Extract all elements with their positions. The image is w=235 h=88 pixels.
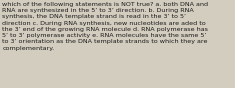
Text: which of the following statements is NOT true? a. both DNA and
RNA are synthesiz: which of the following statements is NOT… <box>2 2 208 51</box>
